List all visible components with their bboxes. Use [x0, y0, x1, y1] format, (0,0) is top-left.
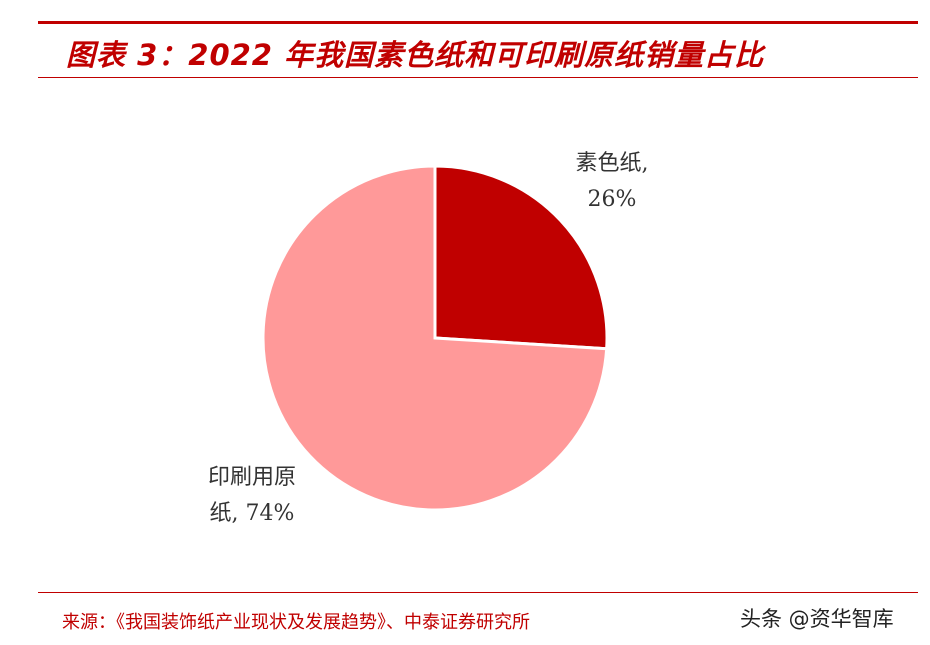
chart-title: 图表 3：2022 年我国素色纸和可印刷原纸销量占比	[66, 38, 765, 72]
top-rule	[38, 21, 918, 24]
pie-slice-0	[433, 164, 609, 351]
source-note: 来源：《我国装饰纸产业现状及发展趋势》、中泰证券研究所	[62, 612, 530, 633]
slice-label-0: 素色纸, 26%	[576, 151, 649, 212]
slice-label-1: 印刷用原纸, 74%	[208, 465, 296, 526]
bottom-rule	[38, 592, 918, 593]
pie-slice-1	[261, 164, 609, 512]
title-rule	[38, 77, 918, 78]
watermark: 头条 @资华智库	[740, 607, 894, 631]
